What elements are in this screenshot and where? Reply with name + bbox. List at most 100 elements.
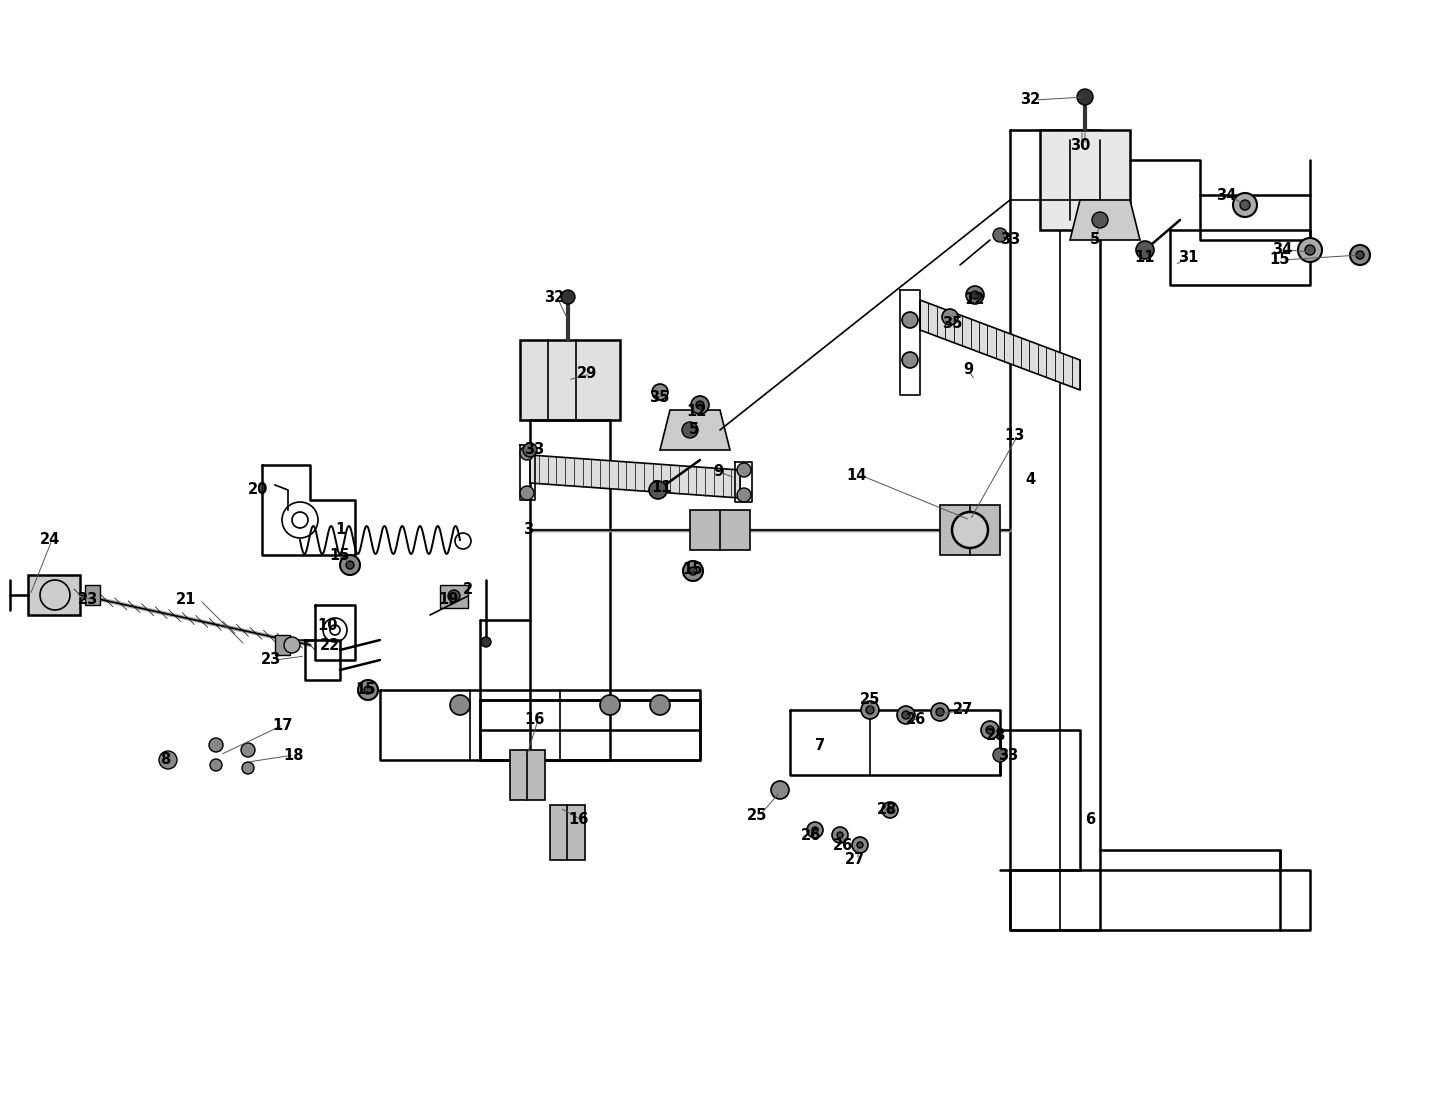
Text: 20: 20 [248,483,268,497]
Text: 18: 18 [284,747,304,762]
Text: 35: 35 [942,316,963,330]
Text: 14: 14 [847,467,867,483]
Circle shape [1233,193,1257,217]
Text: 22: 22 [320,638,340,652]
Circle shape [831,827,847,843]
Text: 32: 32 [1020,93,1040,107]
Polygon shape [1040,130,1130,230]
Circle shape [365,686,372,694]
Text: 11: 11 [1134,250,1156,264]
Circle shape [896,706,915,724]
Polygon shape [520,340,620,420]
Text: 4: 4 [1025,473,1035,487]
Circle shape [1241,200,1249,210]
Text: 16: 16 [568,812,588,828]
Circle shape [993,748,1007,762]
Text: 33: 33 [1000,232,1020,248]
Circle shape [1350,245,1370,265]
Circle shape [902,711,911,719]
Text: 30: 30 [1069,137,1091,152]
Circle shape [159,751,177,769]
Circle shape [1076,90,1094,105]
Circle shape [689,567,697,575]
Text: 7: 7 [816,737,826,753]
Text: 15: 15 [330,547,350,562]
Circle shape [937,708,944,716]
Circle shape [902,312,918,328]
Circle shape [981,720,999,739]
Text: 34: 34 [1216,188,1236,202]
Circle shape [209,738,223,753]
Circle shape [811,827,818,833]
Polygon shape [940,505,1000,555]
Circle shape [448,590,460,602]
Circle shape [450,695,470,715]
Text: 9: 9 [713,464,723,480]
Circle shape [771,781,790,799]
Text: 25: 25 [746,808,767,822]
Circle shape [648,481,667,499]
Circle shape [807,822,823,838]
Circle shape [651,385,669,400]
Polygon shape [530,455,741,498]
Circle shape [953,512,989,548]
Circle shape [866,706,875,714]
Text: 3: 3 [523,523,533,537]
Text: 5: 5 [1089,232,1099,248]
Circle shape [696,401,705,409]
Circle shape [340,555,360,575]
Polygon shape [275,635,290,655]
Text: 28: 28 [876,802,898,818]
Circle shape [902,352,918,368]
Text: 15: 15 [683,562,703,578]
Circle shape [736,463,751,477]
Text: 31: 31 [1177,251,1197,265]
Text: 12: 12 [965,293,986,307]
Circle shape [242,762,254,773]
Text: 35: 35 [648,390,669,406]
Circle shape [523,443,537,457]
Circle shape [520,446,535,460]
Text: 26: 26 [906,713,927,727]
Text: 33: 33 [997,747,1019,762]
Circle shape [852,836,867,853]
Circle shape [942,309,958,325]
Text: 11: 11 [651,480,673,495]
Text: 15: 15 [356,683,376,697]
Circle shape [736,488,751,502]
Text: 33: 33 [525,442,545,457]
Text: 19: 19 [438,592,458,608]
Circle shape [241,743,255,757]
Text: 9: 9 [963,362,973,378]
Circle shape [692,396,709,414]
Text: 26: 26 [801,828,821,842]
Circle shape [481,636,491,648]
Text: 13: 13 [1004,428,1025,442]
Circle shape [682,422,697,438]
Circle shape [882,802,898,818]
Text: 10: 10 [318,618,339,632]
Text: 17: 17 [272,717,293,733]
Circle shape [210,759,222,771]
Circle shape [357,680,378,699]
Text: 32: 32 [543,290,563,305]
Circle shape [520,486,535,499]
Text: 26: 26 [833,838,853,852]
Text: 29: 29 [576,367,597,381]
Circle shape [931,703,950,720]
Circle shape [857,842,863,848]
Text: 24: 24 [40,533,61,547]
Text: 6: 6 [1085,812,1095,828]
Circle shape [683,561,703,581]
Text: 2: 2 [463,582,473,598]
Circle shape [971,291,978,299]
Circle shape [599,695,620,715]
Text: 8: 8 [160,753,170,768]
Polygon shape [660,410,731,450]
Text: 5: 5 [689,422,699,438]
Circle shape [862,701,879,719]
Text: 1: 1 [334,523,346,537]
Circle shape [1306,245,1316,255]
Polygon shape [27,575,81,615]
Text: 23: 23 [261,652,281,667]
